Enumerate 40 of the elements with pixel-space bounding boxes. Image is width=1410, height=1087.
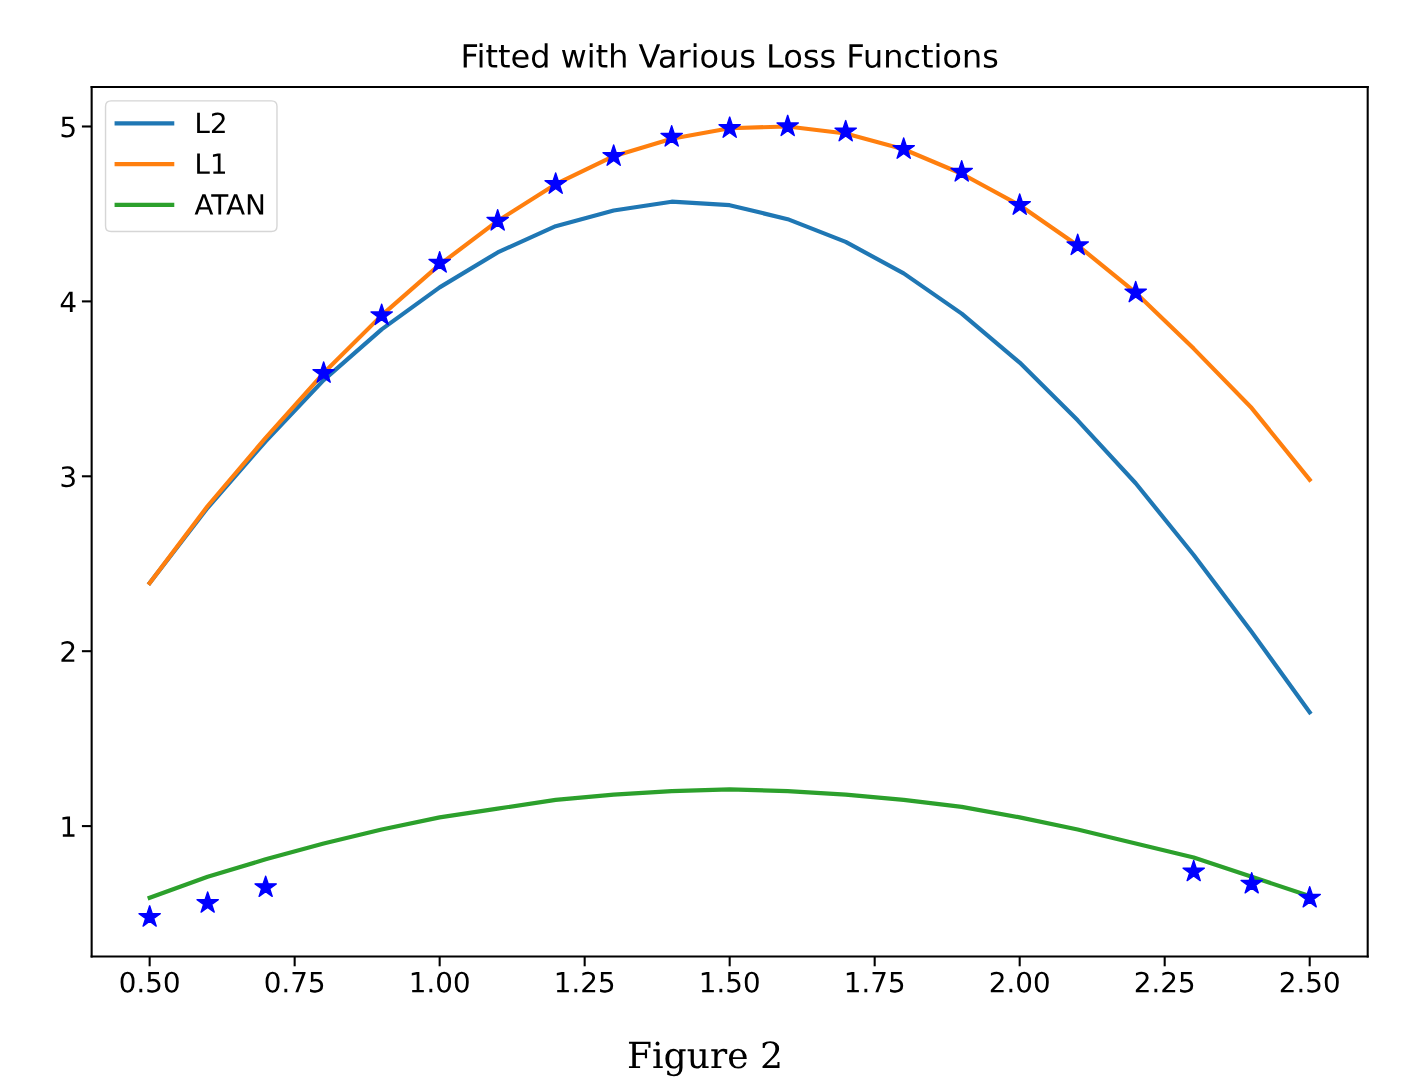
legend-label: L2 [197, 112, 225, 134]
point [1182, 859, 1206, 882]
point [370, 303, 394, 326]
caption: Figure 2 [628, 1041, 780, 1077]
y-tick-label: 4 [60, 291, 76, 312]
point [1298, 885, 1322, 908]
chart-title: Fitted with Various Loss Functions [463, 43, 998, 68]
point [428, 251, 452, 273]
point [544, 172, 568, 194]
point [776, 114, 800, 137]
x-tick-label: 2.25 [1135, 971, 1194, 993]
x-tick-label: 1.25 [556, 971, 614, 993]
y-tick-label: 1 [62, 816, 75, 837]
point [602, 144, 626, 166]
point [718, 116, 742, 138]
x-tick-label: 0.75 [265, 971, 324, 993]
point [950, 160, 974, 182]
x-tick-label: 2.00 [990, 971, 1049, 993]
x-tick-label: 2.50 [1280, 971, 1339, 993]
legend-label: L1 [197, 153, 226, 174]
y-tick-label: 3 [61, 466, 75, 488]
x-tick-label: 1.50 [701, 971, 759, 993]
x-tick-label: 0.50 [120, 971, 179, 993]
point [660, 125, 684, 147]
point [1240, 871, 1264, 894]
x-tick-label: 1.75 [846, 972, 904, 993]
point [138, 905, 161, 927]
point [486, 209, 510, 231]
point [312, 361, 336, 383]
point [196, 891, 219, 913]
x-tick-label: 1.00 [411, 971, 469, 993]
y-tick-label: 5 [61, 116, 75, 138]
y-tick-label: 2 [61, 641, 75, 662]
point [1066, 233, 1090, 256]
point [834, 119, 858, 142]
point [1008, 193, 1032, 215]
legend-label: ATAN [194, 194, 264, 215]
point [1124, 280, 1148, 303]
point [254, 875, 278, 898]
point [892, 137, 916, 159]
